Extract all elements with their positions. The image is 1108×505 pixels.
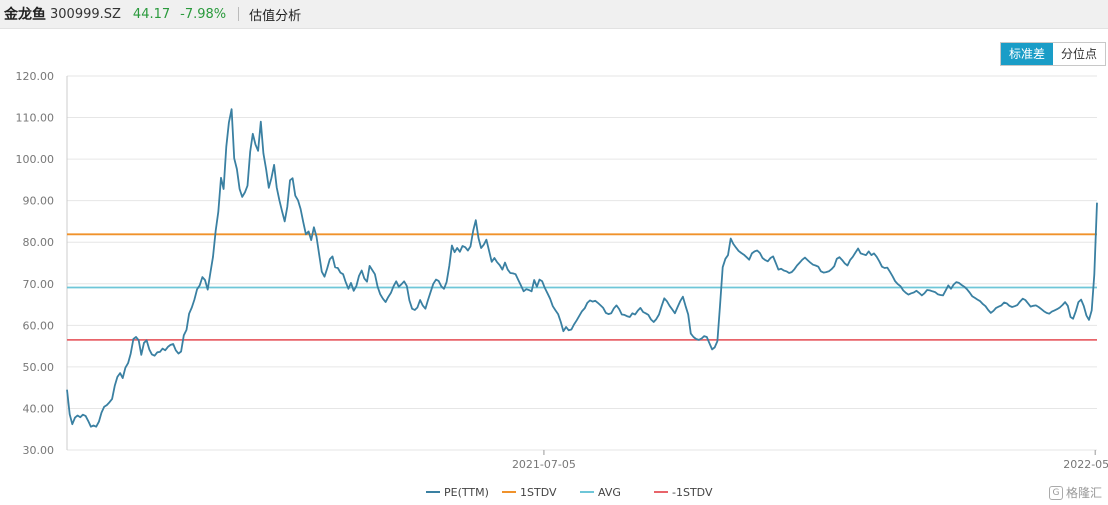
x-tick-label: 2022-05-05: [1063, 458, 1108, 471]
watermark: G 格隆汇: [1048, 484, 1102, 501]
page-title: 估值分析: [249, 8, 302, 24]
percentile-toggle-button[interactable]: 分位点: [1052, 43, 1105, 65]
legend-label: -1STDV: [672, 486, 713, 499]
y-tick-label: 60.00: [23, 319, 55, 332]
view-toggle: 标准差 分位点: [999, 42, 1106, 66]
header-bar: 金龙鱼 300999.SZ 44.17 -7.98% 估值分析: [0, 0, 1108, 29]
stock-code: 300999.SZ: [50, 6, 121, 22]
std-dev-toggle-button[interactable]: 标准差: [1000, 43, 1053, 65]
legend-label: PE(TTM): [444, 486, 489, 499]
y-tick-label: 50.00: [23, 361, 55, 374]
y-tick-label: 90.00: [23, 195, 55, 208]
x-tick-label: 2021-07-05: [512, 458, 576, 471]
y-tick-label: 100.00: [16, 153, 55, 166]
pe-ttm-series-line: [66, 108, 1098, 428]
y-tick-label: 40.00: [23, 402, 55, 415]
legend-label: 1STDV: [520, 486, 557, 499]
y-tick-label: 120.00: [16, 70, 55, 83]
gelonghui-logo-icon: G: [1048, 485, 1063, 500]
y-tick-label: 80.00: [23, 236, 55, 249]
stock-price: 44.17: [132, 6, 171, 22]
watermark-text: 格隆汇: [1065, 486, 1102, 500]
y-tick-label: 70.00: [23, 278, 55, 291]
legend-label: AVG: [598, 486, 621, 499]
stock-name: 金龙鱼: [4, 7, 46, 23]
y-tick-label: 30.00: [23, 444, 55, 457]
y-tick-label: 110.00: [16, 112, 55, 125]
stock-change: -7.98%: [180, 6, 227, 22]
header-divider: [238, 7, 240, 21]
